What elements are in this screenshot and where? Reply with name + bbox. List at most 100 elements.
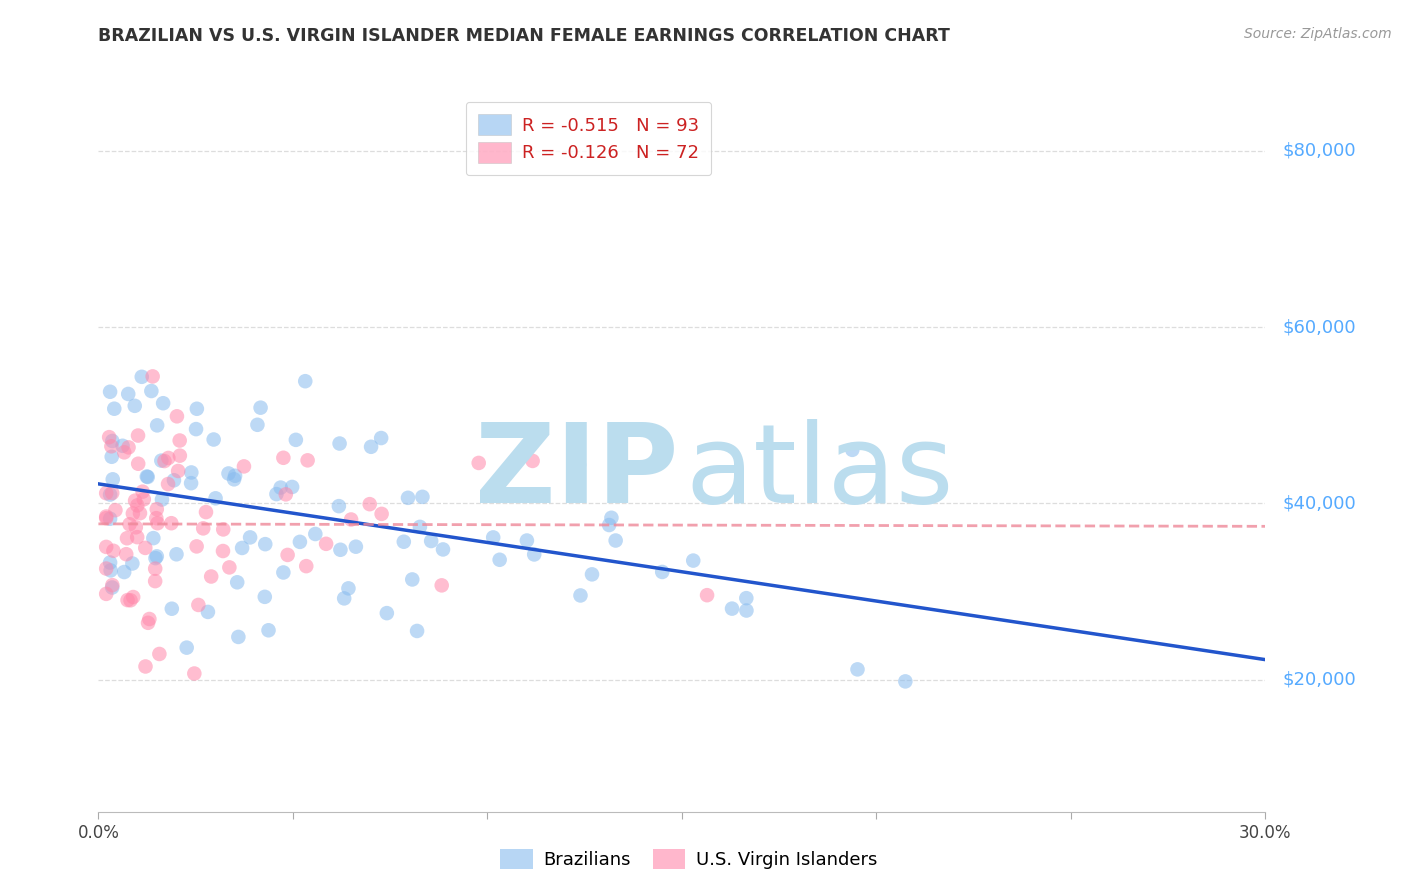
Point bbox=[329, 436, 352, 450]
Point bbox=[131, 484, 153, 499]
Point bbox=[166, 409, 188, 424]
Point bbox=[127, 530, 149, 544]
Text: $80,000: $80,000 bbox=[1282, 142, 1355, 160]
Point bbox=[329, 542, 352, 557]
Point bbox=[295, 559, 318, 574]
Point bbox=[141, 384, 163, 398]
Point bbox=[212, 544, 235, 558]
Point bbox=[651, 565, 673, 579]
Point bbox=[228, 630, 250, 644]
Point bbox=[127, 428, 149, 442]
Point bbox=[157, 450, 180, 465]
Point bbox=[112, 565, 135, 579]
Point bbox=[121, 507, 143, 521]
Point bbox=[392, 534, 415, 549]
Point bbox=[129, 506, 152, 520]
Text: $20,000: $20,000 bbox=[1282, 671, 1355, 689]
Point bbox=[143, 574, 166, 588]
Point bbox=[193, 521, 215, 535]
Point bbox=[420, 534, 443, 549]
Point bbox=[333, 591, 356, 606]
Point bbox=[340, 512, 363, 526]
Point bbox=[100, 450, 122, 464]
Point bbox=[430, 578, 453, 592]
Text: atlas: atlas bbox=[685, 418, 953, 525]
Point bbox=[257, 624, 280, 638]
Point bbox=[169, 449, 191, 463]
Point bbox=[274, 487, 297, 501]
Point bbox=[360, 440, 382, 454]
Point bbox=[138, 612, 160, 626]
Text: Source: ZipAtlas.com: Source: ZipAtlas.com bbox=[1244, 27, 1392, 41]
Point bbox=[98, 512, 121, 526]
Point bbox=[146, 502, 169, 516]
Point bbox=[411, 490, 433, 504]
Point bbox=[253, 590, 276, 604]
Text: BRAZILIAN VS U.S. VIRGIN ISLANDER MEDIAN FEMALE EARNINGS CORRELATION CHART: BRAZILIAN VS U.S. VIRGIN ISLANDER MEDIAN… bbox=[98, 27, 950, 45]
Point bbox=[150, 453, 173, 467]
Text: $40,000: $40,000 bbox=[1282, 494, 1355, 512]
Point bbox=[180, 466, 202, 480]
Point bbox=[167, 464, 190, 478]
Point bbox=[131, 369, 153, 384]
Point bbox=[127, 457, 149, 471]
Point bbox=[315, 537, 337, 551]
Point bbox=[581, 567, 603, 582]
Point bbox=[284, 433, 307, 447]
Point bbox=[124, 399, 146, 413]
Point bbox=[568, 458, 591, 472]
Point bbox=[841, 442, 863, 457]
Point bbox=[696, 588, 718, 602]
Point bbox=[344, 540, 367, 554]
Point bbox=[142, 531, 165, 545]
Point bbox=[134, 541, 156, 555]
Point bbox=[569, 589, 592, 603]
Point bbox=[246, 417, 269, 432]
Point bbox=[96, 509, 118, 524]
Point bbox=[112, 445, 135, 459]
Point bbox=[233, 459, 256, 474]
Point bbox=[111, 439, 134, 453]
Point bbox=[143, 562, 166, 576]
Point bbox=[288, 534, 311, 549]
Point bbox=[598, 518, 620, 533]
Point bbox=[103, 401, 125, 416]
Point bbox=[277, 548, 299, 562]
Point bbox=[101, 581, 124, 595]
Point bbox=[846, 662, 869, 676]
Text: ZIP: ZIP bbox=[475, 418, 679, 525]
Point bbox=[273, 566, 295, 580]
Point bbox=[467, 456, 489, 470]
Point bbox=[682, 553, 704, 567]
Point bbox=[98, 384, 121, 399]
Legend: Brazilians, U.S. Virgin Islanders: Brazilians, U.S. Virgin Islanders bbox=[491, 839, 887, 879]
Point bbox=[523, 548, 546, 562]
Point bbox=[122, 590, 145, 604]
Point bbox=[117, 387, 139, 401]
Point bbox=[118, 517, 141, 532]
Point bbox=[117, 441, 139, 455]
Point bbox=[176, 640, 198, 655]
Point bbox=[98, 430, 121, 444]
Point bbox=[218, 467, 240, 481]
Point bbox=[735, 603, 758, 617]
Point bbox=[396, 491, 419, 505]
Point bbox=[328, 499, 350, 513]
Point bbox=[204, 491, 226, 506]
Legend: R = -0.515   N = 93, R = -0.126   N = 72: R = -0.515 N = 93, R = -0.126 N = 72 bbox=[465, 102, 711, 175]
Point bbox=[482, 530, 505, 544]
Point bbox=[160, 516, 183, 531]
Point bbox=[134, 659, 156, 673]
Point bbox=[157, 477, 180, 491]
Point bbox=[98, 487, 121, 501]
Point bbox=[96, 561, 118, 575]
Point bbox=[212, 523, 235, 537]
Point bbox=[226, 575, 249, 590]
Point bbox=[488, 553, 510, 567]
Point bbox=[183, 666, 205, 681]
Point bbox=[180, 476, 202, 491]
Point bbox=[516, 533, 538, 548]
Point bbox=[254, 537, 277, 551]
Point bbox=[297, 453, 319, 467]
Point bbox=[146, 516, 169, 531]
